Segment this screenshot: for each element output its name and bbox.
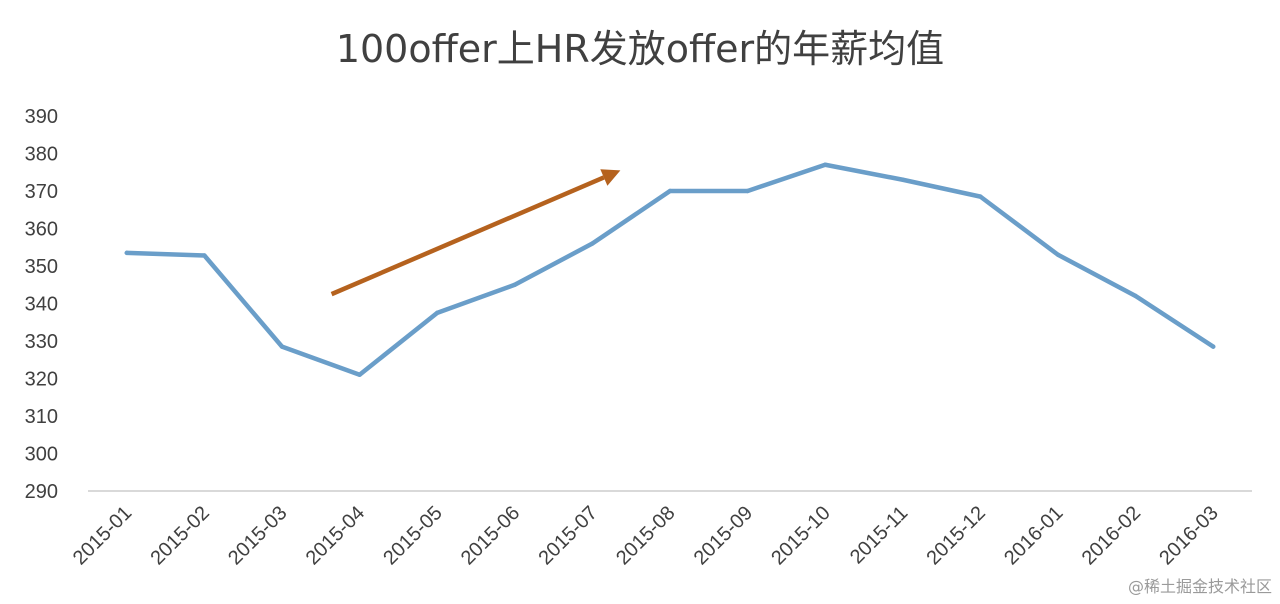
data-point bbox=[1211, 344, 1216, 349]
x-tick-label: 2015-11 bbox=[846, 502, 912, 568]
data-point bbox=[202, 253, 207, 258]
arrow-head bbox=[600, 169, 621, 186]
data-point bbox=[435, 310, 440, 316]
data-point bbox=[357, 372, 362, 377]
data-point bbox=[667, 188, 673, 194]
x-tick-label: 2015-02 bbox=[146, 502, 213, 569]
data-point bbox=[823, 162, 828, 167]
x-tick-label: 2015-09 bbox=[690, 502, 757, 569]
arrow-shaft bbox=[330, 175, 605, 297]
x-tick-label: 2015-08 bbox=[612, 502, 679, 569]
x-axis-ticks: 2015-01 2015-02 2015-03 2015-04 2015-05 2015-… bbox=[69, 502, 1223, 569]
x-tick-label: 2015-04 bbox=[302, 502, 369, 569]
x-tick-label: 2016-01 bbox=[1000, 502, 1067, 569]
series-line bbox=[124, 162, 1216, 377]
chart-title: 100offer上HR发放offer的年薪均值 bbox=[336, 27, 944, 71]
data-point bbox=[512, 282, 517, 287]
data-point bbox=[1133, 293, 1138, 299]
y-tick-label: 350 bbox=[25, 256, 58, 278]
x-tick-label: 2016-03 bbox=[1155, 502, 1222, 569]
y-tick-label: 390 bbox=[25, 106, 58, 128]
data-point bbox=[279, 344, 285, 349]
x-tick-label: 2015-10 bbox=[767, 502, 834, 569]
trend-arrow bbox=[330, 169, 621, 297]
y-tick-label: 300 bbox=[25, 444, 58, 466]
y-tick-label: 340 bbox=[25, 294, 58, 316]
data-point bbox=[745, 188, 750, 194]
x-tick-label: 2016-02 bbox=[1078, 502, 1145, 569]
x-tick-label: 2015-12 bbox=[922, 502, 989, 569]
y-tick-label: 320 bbox=[25, 369, 58, 391]
data-point bbox=[124, 250, 129, 256]
data-point bbox=[1055, 252, 1061, 257]
data-points bbox=[124, 162, 1216, 377]
data-point bbox=[590, 241, 595, 246]
y-axis-ticks: 290 300 310 320 330 340 350 360 370 380 390 bbox=[25, 106, 58, 503]
x-tick-label: 2015-03 bbox=[224, 502, 291, 569]
data-point bbox=[978, 194, 983, 199]
y-tick-label: 370 bbox=[25, 181, 58, 203]
x-tick-label: 2015-01 bbox=[69, 502, 136, 569]
x-tick-label: 2015-05 bbox=[379, 502, 446, 569]
x-tick-label: 2015-07 bbox=[534, 502, 601, 569]
x-tick-label: 2015-06 bbox=[457, 502, 524, 569]
watermark: @稀土掘金技术社区 bbox=[1128, 577, 1272, 596]
y-tick-label: 310 bbox=[25, 406, 58, 428]
data-point bbox=[900, 177, 905, 182]
y-tick-label: 360 bbox=[25, 219, 58, 241]
y-tick-label: 330 bbox=[25, 331, 58, 353]
y-tick-label: 380 bbox=[25, 144, 58, 166]
y-tick-label: 290 bbox=[25, 481, 58, 503]
